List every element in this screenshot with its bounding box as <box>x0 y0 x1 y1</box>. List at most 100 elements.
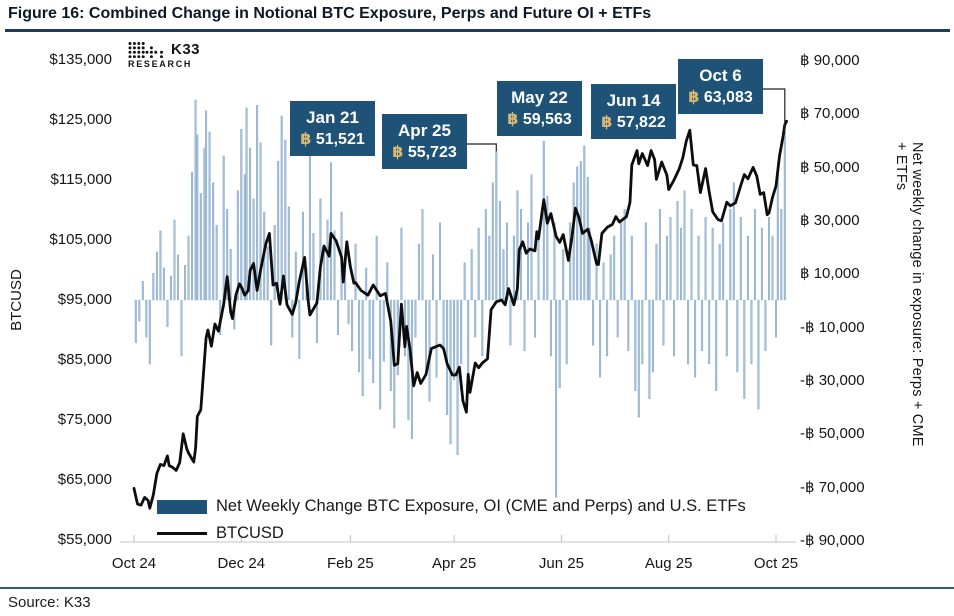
bar-net-weekly-change <box>312 233 315 301</box>
bar-net-weekly-change <box>414 299 417 338</box>
bar-net-weekly-change <box>208 131 211 301</box>
bar-net-weekly-change <box>169 275 172 301</box>
bar-net-weekly-change <box>715 299 718 391</box>
bar-net-weekly-change <box>270 299 273 346</box>
bar-net-weekly-change <box>620 222 623 301</box>
k33-logo-subtext: RESEARCH <box>128 59 193 69</box>
bar-net-weekly-change <box>407 299 410 421</box>
figure-title: Figure 16: Combined Change in Notional B… <box>8 5 652 22</box>
bar-net-weekly-change <box>291 299 294 338</box>
bar-net-weekly-change <box>138 299 141 322</box>
bar-net-weekly-change <box>199 193 202 301</box>
bar-net-weekly-change <box>298 299 301 359</box>
k33-logo-dots-icon <box>128 42 163 58</box>
bar-net-weekly-change <box>365 267 368 301</box>
left-axis-tick-label: $115,000 <box>50 171 112 188</box>
annotation-box: Apr 25 ฿ 55,723 <box>382 114 467 169</box>
bar-net-weekly-change <box>630 235 633 301</box>
left-axis-tick-label: $95,000 <box>57 291 112 308</box>
k33-logo-text: K33 <box>171 41 201 58</box>
bar-net-weekly-change <box>546 195 549 301</box>
bar-net-weekly-change <box>245 107 248 301</box>
bar-net-weekly-change <box>488 235 491 301</box>
annotation-date: Jan 21 <box>306 108 359 127</box>
bar-net-weekly-change <box>180 299 183 357</box>
bar-net-weekly-change <box>609 254 612 301</box>
bar-net-weekly-change <box>435 299 438 378</box>
bar-net-weekly-change <box>372 299 375 383</box>
bar-net-weekly-change <box>382 299 385 362</box>
right-axis-tick-label: -฿ 10,000 <box>800 318 865 336</box>
bar-net-weekly-change <box>148 299 151 365</box>
bar-net-weekly-change <box>432 254 435 301</box>
bar-net-weekly-change <box>256 105 259 301</box>
bar-net-weekly-change <box>655 243 658 301</box>
right-axis-tick-label: ฿ 90,000 <box>800 52 860 69</box>
bar-net-weekly-change <box>194 99 197 301</box>
bar-net-weekly-change <box>658 209 661 301</box>
bar-net-weekly-change <box>190 171 193 301</box>
left-axis-tick-label: $75,000 <box>57 411 112 428</box>
bar-net-weekly-change <box>623 209 626 301</box>
bar-net-weekly-change <box>336 299 339 335</box>
bar-net-weekly-change <box>226 209 229 301</box>
bar-net-weekly-change <box>215 225 218 301</box>
x-axis-tick-label: Oct 24 <box>111 555 157 572</box>
bar-net-weekly-change <box>484 209 487 301</box>
right-axis-tick-label: ฿ 70,000 <box>800 105 860 123</box>
bar-net-weekly-change <box>287 206 290 301</box>
bar-net-weekly-change <box>249 147 252 301</box>
bar-net-weekly-change <box>743 299 746 399</box>
bar-net-weekly-change <box>683 190 686 301</box>
bar-net-weekly-change <box>196 134 199 301</box>
bar-net-weekly-change <box>183 265 186 301</box>
annotation-date: May 22 <box>511 88 568 107</box>
bar-net-weekly-change <box>736 299 739 373</box>
bar-net-weekly-change <box>509 299 512 346</box>
x-axis-tick-label: Aug 25 <box>644 555 693 572</box>
right-axis-tick-label: ฿ 10,000 <box>800 265 860 283</box>
bar-net-weekly-change <box>588 227 591 301</box>
bar-net-weekly-change <box>687 299 690 365</box>
bar-net-weekly-change <box>644 222 647 301</box>
bar-net-weekly-change <box>718 243 721 301</box>
annotation-box: Oct 6 ฿ 63,083 <box>678 59 763 114</box>
bar-net-weekly-change <box>722 222 725 301</box>
bar-net-weekly-change <box>379 299 382 410</box>
x-axis-tick-label: Jun 25 <box>538 555 584 572</box>
bar-net-weekly-change <box>474 299 477 338</box>
annotation-box: Jan 21 ฿ 51,521 <box>290 101 375 156</box>
bar-net-weekly-change <box>757 299 760 410</box>
x-axis-tick-label: Dec 24 <box>217 555 266 572</box>
bar-net-weekly-change <box>470 249 473 301</box>
bar-net-weekly-change <box>697 235 700 301</box>
bar-net-weekly-change <box>701 299 704 351</box>
bar-net-weekly-change <box>512 235 515 301</box>
title-underline <box>5 29 950 32</box>
bar-net-weekly-change <box>425 299 428 370</box>
bar-net-weekly-change <box>569 222 572 301</box>
bar-net-weekly-change <box>134 299 137 343</box>
source-divider <box>0 587 954 589</box>
legend-line-swatch <box>157 531 207 536</box>
bar-net-weekly-change <box>252 198 255 301</box>
bar-net-weekly-change <box>442 299 445 351</box>
bar-net-weekly-change <box>555 299 558 498</box>
bar-net-weekly-change <box>725 299 728 357</box>
bar-net-weekly-change <box>783 131 786 301</box>
bar-net-weekly-change <box>502 249 505 301</box>
bar-net-weekly-change <box>739 217 742 301</box>
bar-net-weekly-change <box>665 235 668 301</box>
bar-net-weekly-change <box>616 299 619 338</box>
bar-net-weekly-change <box>166 299 169 327</box>
bar-net-weekly-change <box>680 227 683 301</box>
bar-net-weekly-change <box>155 251 158 301</box>
bar-net-weekly-change <box>527 222 530 301</box>
source-text: Source: K33 <box>8 594 91 611</box>
bar-net-weekly-change <box>187 235 190 301</box>
right-axis-title: Net weekly change in exposure: Perps + C… <box>893 142 925 447</box>
bar-net-weekly-change <box>558 299 561 389</box>
bar-net-weekly-change <box>637 299 640 418</box>
btcusd-line <box>132 119 788 510</box>
legend-bar-label: Net Weekly Change BTC Exposure, OI (CME … <box>216 497 746 515</box>
